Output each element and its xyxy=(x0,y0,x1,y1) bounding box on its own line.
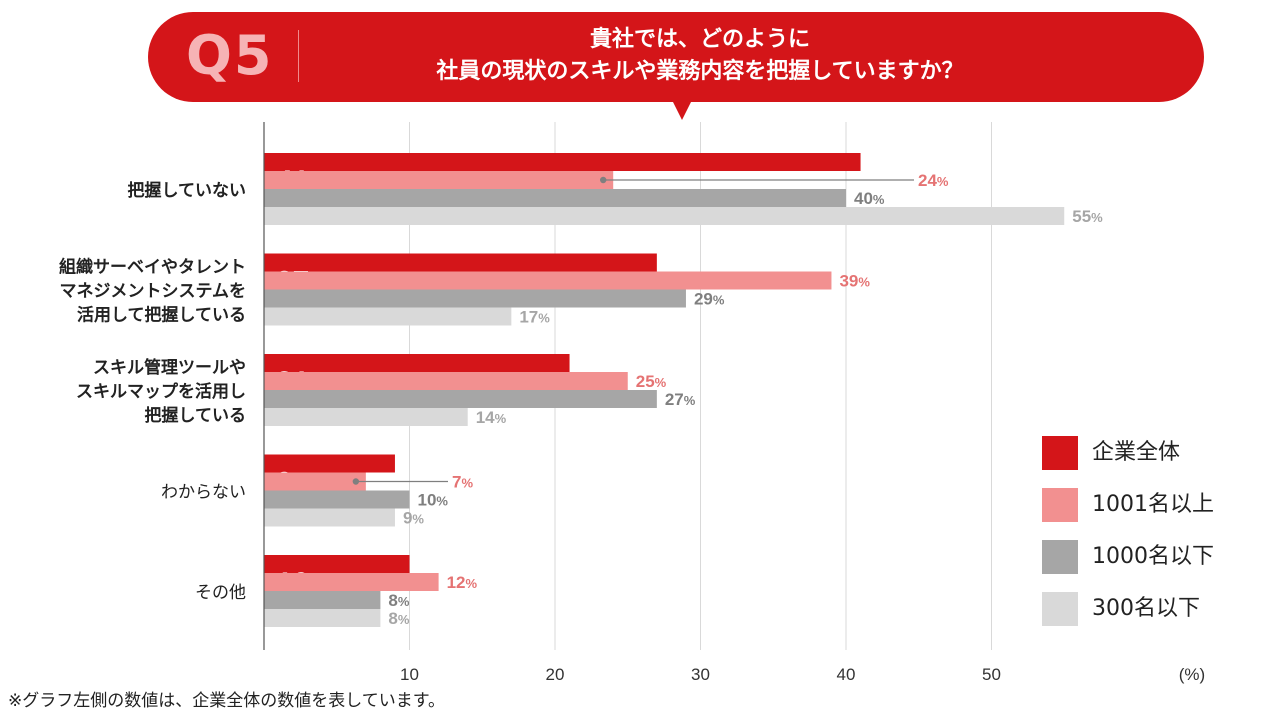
bar xyxy=(264,271,832,290)
bar-value-label: 17% xyxy=(519,308,550,327)
category-label: スキルマップを活用し xyxy=(76,381,246,402)
bar xyxy=(264,207,1065,225)
bar xyxy=(264,591,381,609)
banner-pointer xyxy=(672,100,692,120)
category-label: その他 xyxy=(195,583,246,603)
legend-label-1001-plus: 1001名以上 xyxy=(1092,492,1214,517)
x-unit-label: (%) xyxy=(1179,665,1205,684)
bar-value-label: 29% xyxy=(694,290,725,309)
legend-swatch-300-under xyxy=(1042,592,1078,626)
banner-divider xyxy=(298,30,299,82)
category-label: 把握していない xyxy=(128,180,247,201)
bar xyxy=(264,555,410,573)
bar xyxy=(264,307,512,326)
x-tick-label: 30 xyxy=(691,665,710,684)
bar-value-label: 14% xyxy=(476,408,507,427)
category-label: 把握している xyxy=(145,405,247,426)
bar xyxy=(264,390,657,408)
category-label: 活用して把握している xyxy=(77,305,246,326)
legend-label-1000-under: 1000名以下 xyxy=(1092,544,1214,569)
bar-value-label: 12% xyxy=(447,573,478,592)
footnote: ※グラフ左側の数値は、企業全体の数値を表しています。 xyxy=(8,691,446,711)
bar xyxy=(264,372,628,390)
bar-value-label: 9% xyxy=(403,509,424,528)
bar-value-label: 25% xyxy=(636,372,667,391)
legend-swatch-1001-plus xyxy=(1042,488,1078,522)
bar-value-label: 8% xyxy=(388,609,409,628)
bar xyxy=(264,408,468,426)
bar xyxy=(264,454,395,473)
bar-value-label: 7% xyxy=(452,473,473,492)
leader-dot xyxy=(352,478,360,485)
legend-label-300-under: 300名以下 xyxy=(1092,596,1200,621)
x-tick-label: 50 xyxy=(982,665,1001,684)
x-tick-label: 20 xyxy=(546,665,565,684)
bar xyxy=(264,153,861,171)
category-label: わからない xyxy=(161,483,246,503)
x-tick-label: 10 xyxy=(400,665,419,684)
legend-label-all: 企業全体 xyxy=(1092,440,1181,465)
question-banner xyxy=(148,12,1204,102)
bar-value-label: 24% xyxy=(918,171,949,190)
bar-value-label: 40% xyxy=(854,189,885,208)
x-tick-label: 40 xyxy=(837,665,856,684)
question-number: Q5 xyxy=(186,24,274,87)
bar-value-label: 27% xyxy=(665,390,696,409)
bar-value-label: 8% xyxy=(388,591,409,610)
question-line-1: 貴社では、どのように xyxy=(589,27,810,52)
bar-value-label: 55% xyxy=(1072,207,1103,226)
category-label: マネジメントシステムを xyxy=(60,282,247,302)
bar xyxy=(264,253,657,272)
bar-value-label: 10% xyxy=(418,491,449,510)
question-text: 貴社では、どのように 社員の現状のスキルや業務内容を把握していますか？ xyxy=(310,24,1090,88)
bar-value-label: 39% xyxy=(839,272,870,291)
legend-swatch-1000-under xyxy=(1042,540,1078,574)
bar xyxy=(264,573,439,591)
bar xyxy=(264,354,570,372)
bar xyxy=(264,472,366,491)
legend-swatch-all xyxy=(1042,436,1078,470)
category-label: 組織サーベイやタレント xyxy=(59,257,246,278)
bar xyxy=(264,189,846,207)
question-line-2: 社員の現状のスキルや業務内容を把握していますか？ xyxy=(436,59,964,84)
bar xyxy=(264,289,686,308)
bar xyxy=(264,609,381,627)
bar xyxy=(264,171,614,189)
leader-dot xyxy=(600,176,607,184)
category-label: スキル管理ツールや xyxy=(93,357,246,378)
bar xyxy=(264,508,395,527)
bar xyxy=(264,490,410,509)
